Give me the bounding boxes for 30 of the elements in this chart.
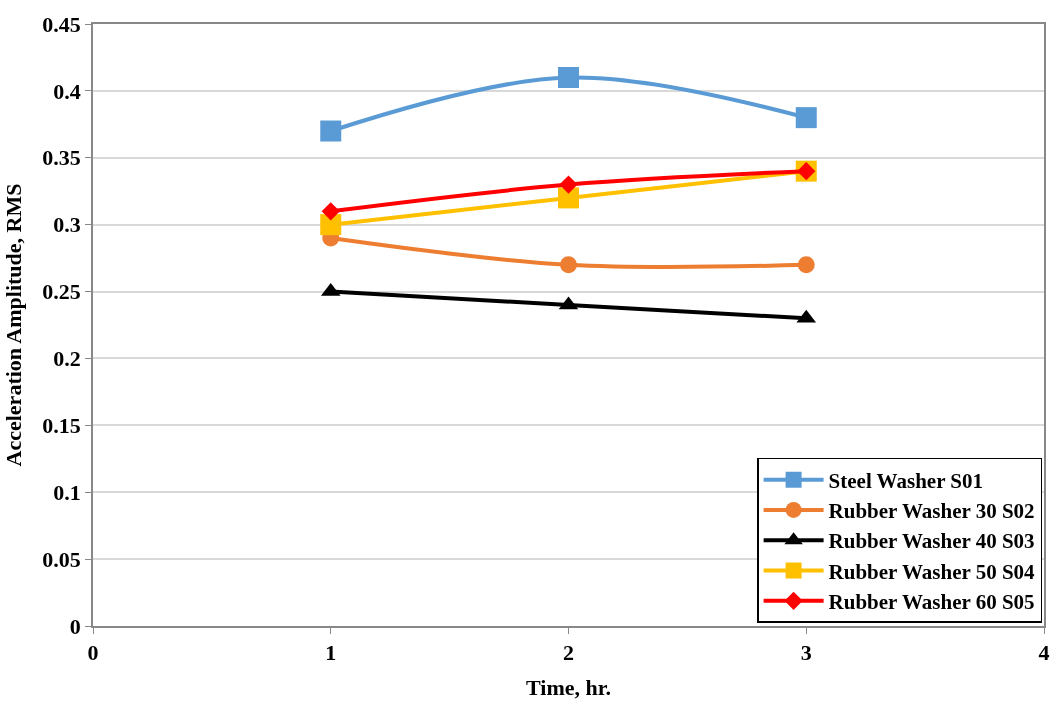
- point: [795, 107, 817, 129]
- y-tick-label: 0.25: [42, 279, 81, 305]
- y-tick-label: 0.15: [42, 413, 81, 439]
- x-tick-label: 4: [1038, 640, 1050, 666]
- point: [320, 214, 342, 236]
- y-tick-label: 0.2: [53, 346, 81, 372]
- y-tick-label: 0: [69, 613, 81, 639]
- point: [320, 120, 342, 142]
- y-axis-title: Acceleration Amplitude, RMS: [0, 183, 26, 467]
- legend-label: Steel Washer S01: [828, 468, 983, 493]
- y-tick-label: 0.45: [42, 11, 81, 37]
- point: [797, 256, 815, 274]
- point: [321, 202, 340, 221]
- x-tick-label: 1: [325, 640, 337, 666]
- x-tick-label: 0: [87, 640, 99, 666]
- x-tick-label: 2: [563, 640, 574, 666]
- legend-label: Rubber Washer 40 S03: [828, 529, 1035, 554]
- legend-label: Rubber Washer 60 S05: [828, 590, 1035, 615]
- legend-label: Rubber Washer 50 S04: [828, 559, 1036, 584]
- legend-label: Rubber Washer 30 S02: [828, 499, 1035, 524]
- x-axis-title: Time, hr.: [526, 674, 611, 700]
- y-tick-label: 0.35: [42, 145, 81, 171]
- x-tick-label: 3: [800, 640, 812, 666]
- y-tick-label: 0.3: [53, 212, 81, 238]
- y-tick-label: 0.05: [42, 546, 81, 572]
- point: [559, 175, 578, 194]
- y-tick-label: 0.4: [53, 78, 81, 104]
- point: [558, 67, 579, 89]
- y-tick-label: 0.1: [53, 479, 81, 505]
- point: [560, 256, 577, 274]
